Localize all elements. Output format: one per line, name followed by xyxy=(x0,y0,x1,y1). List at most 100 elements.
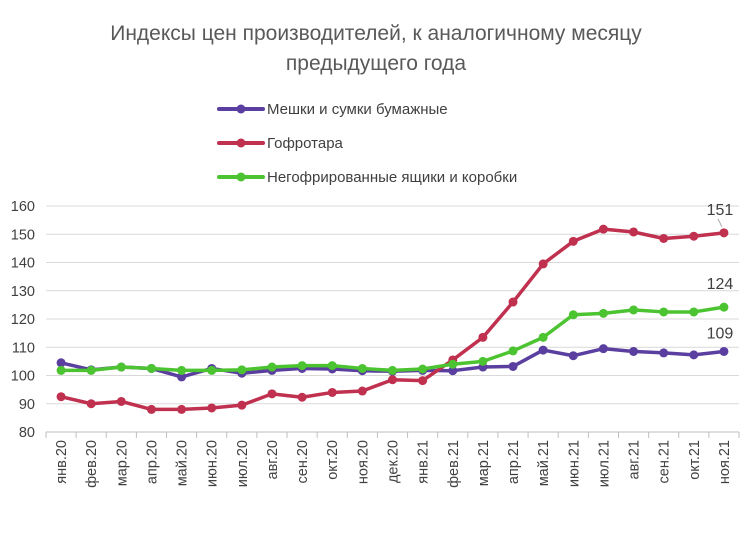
x-axis: янв.20 фев.20 мар.20 апр.20 май.20 июн.20 июл.… xyxy=(45,431,740,488)
x-tick-label: мар.20 xyxy=(114,440,130,486)
data-point-gofrotara xyxy=(327,387,337,397)
data-point-gofrotara xyxy=(86,399,96,409)
data-point-meshki xyxy=(598,344,608,354)
data-point-gofrotara xyxy=(177,404,187,414)
chart-title-line-1: Индексы цен производителей, к аналогично… xyxy=(110,22,642,45)
data-point-gofrotara xyxy=(508,297,518,307)
x-tick-label: апр.21 xyxy=(506,440,522,484)
gridlines xyxy=(46,205,739,433)
series-line-negofro xyxy=(59,305,726,373)
x-tick-label: сен.20 xyxy=(295,440,311,483)
data-point-gofrotara xyxy=(598,224,608,234)
x-tick-label: ноя.21 xyxy=(717,440,733,484)
y-tick-label: 130 xyxy=(11,284,35,300)
data-point-negofro xyxy=(568,310,578,320)
data-point-negofro xyxy=(56,365,66,375)
x-tick-label: июн.20 xyxy=(205,440,221,487)
y-tick-label: 100 xyxy=(11,369,35,385)
y-tick-label: 150 xyxy=(11,227,35,243)
legend-item-negofro: Негофрированные ящики и коробки xyxy=(217,169,517,186)
data-point-negofro xyxy=(86,365,96,375)
x-tick-label: окт.20 xyxy=(325,440,341,480)
x-tick-label: апр.20 xyxy=(144,440,160,484)
data-point-negofro xyxy=(478,356,488,366)
data-point-gofrotara xyxy=(357,386,367,396)
series-gofrotara xyxy=(56,224,729,414)
data-point-negofro xyxy=(267,362,277,372)
x-tick-label: июн.21 xyxy=(566,440,582,487)
data-point-gofrotara xyxy=(237,400,247,410)
y-tick-label: 160 xyxy=(11,199,35,215)
data-point-gofrotara xyxy=(418,376,428,386)
data-point-gofrotara xyxy=(297,392,307,402)
data-point-gofrotara xyxy=(478,332,488,342)
x-tick-label: янв.20 xyxy=(54,440,70,484)
x-tick-label: фев.21 xyxy=(446,440,462,488)
data-point-negofro xyxy=(538,332,548,342)
data-point-negofro xyxy=(719,302,729,312)
data-point-gofrotara xyxy=(56,392,66,402)
data-labels: 109 151 124 xyxy=(707,202,734,343)
end-label-gofrotara: 151 xyxy=(707,202,734,219)
data-point-negofro xyxy=(598,308,608,318)
data-point-gofrotara xyxy=(659,233,669,243)
legend-item-meshki: Мешки и сумки бумажные xyxy=(217,101,448,118)
data-point-gofrotara xyxy=(146,404,156,414)
data-point-negofro xyxy=(659,307,669,317)
legend-marker-gofrotara xyxy=(236,138,246,148)
data-point-negofro xyxy=(177,365,187,375)
data-point-gofrotara xyxy=(538,259,548,269)
data-point-gofrotara xyxy=(267,389,277,399)
data-point-negofro xyxy=(116,362,126,372)
plot-series xyxy=(56,224,729,414)
data-point-meshki xyxy=(629,346,639,356)
data-point-meshki xyxy=(538,345,548,355)
data-point-meshki xyxy=(659,348,669,358)
data-point-gofrotara xyxy=(207,403,217,413)
data-point-meshki xyxy=(56,358,66,368)
data-point-negofro xyxy=(146,363,156,373)
end-label-leader xyxy=(717,218,723,228)
data-point-meshki xyxy=(568,351,578,361)
y-tick-label: 120 xyxy=(11,312,35,328)
y-tick-label: 80 xyxy=(19,425,35,441)
data-point-meshki xyxy=(508,361,518,371)
chart-title-line-2: предыдущего года xyxy=(286,52,466,75)
data-point-gofrotara xyxy=(388,375,397,385)
x-tick-label: ноя.20 xyxy=(355,440,371,484)
data-point-negofro xyxy=(327,361,337,371)
legend-marker-meshki xyxy=(236,104,246,114)
data-point-meshki xyxy=(719,346,729,356)
legend-label-meshki: Мешки и сумки бумажные xyxy=(267,101,448,118)
data-point-meshki xyxy=(448,366,458,376)
x-tick-label: фев.20 xyxy=(84,440,100,488)
x-tick-label: мар.21 xyxy=(476,440,492,486)
data-point-negofro xyxy=(207,365,217,375)
y-tick-label: 140 xyxy=(11,256,35,272)
data-point-meshki xyxy=(689,350,699,360)
data-point-negofro xyxy=(448,359,458,369)
data-point-gofrotara xyxy=(629,227,639,237)
x-tick-label: янв.21 xyxy=(416,440,432,484)
data-point-meshki xyxy=(177,372,187,382)
data-point-negofro xyxy=(508,346,518,356)
data-point-negofro xyxy=(297,361,307,371)
x-tick-label: июл.20 xyxy=(235,440,251,487)
x-tick-label: авг.20 xyxy=(265,440,281,479)
x-tick-label: авг.21 xyxy=(627,440,643,479)
data-point-negofro xyxy=(237,365,247,375)
legend-marker-negofro xyxy=(236,172,246,182)
data-point-negofro xyxy=(388,365,397,375)
x-tick-label: дек.20 xyxy=(386,440,402,483)
x-tick-label: окт.21 xyxy=(687,440,703,480)
series-negofro xyxy=(56,302,729,375)
data-point-gofrotara xyxy=(116,396,126,406)
legend-item-gofrotara: Гофротара xyxy=(217,135,344,152)
data-point-gofrotara xyxy=(689,231,699,241)
y-axis: 80 90 100 110 120 130 140 150 160 xyxy=(11,199,35,441)
x-tick-label: май.20 xyxy=(175,440,191,486)
x-tick-label: июл.21 xyxy=(596,440,612,487)
y-tick-label: 110 xyxy=(12,340,35,356)
x-tick-label: сен.21 xyxy=(657,440,673,483)
